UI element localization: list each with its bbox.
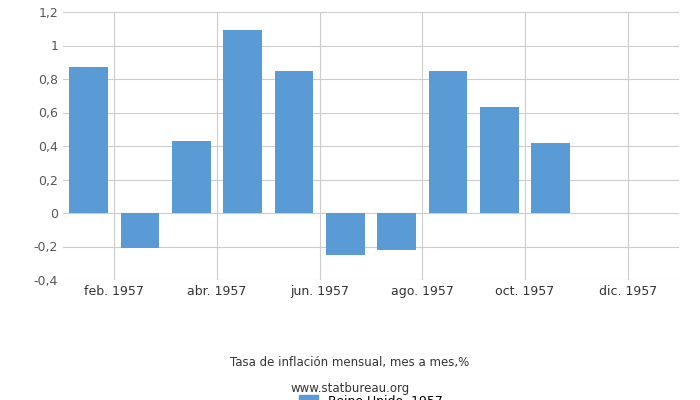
Legend: Reino Unido, 1957: Reino Unido, 1957 xyxy=(294,390,448,400)
Bar xyxy=(480,108,519,213)
Bar xyxy=(223,30,262,213)
Bar xyxy=(326,213,365,255)
Bar xyxy=(428,71,467,213)
Bar xyxy=(120,213,160,248)
Text: Tasa de inflación mensual, mes a mes,%: Tasa de inflación mensual, mes a mes,% xyxy=(230,356,470,369)
Bar xyxy=(69,67,108,213)
Bar xyxy=(172,141,211,213)
Bar xyxy=(377,213,416,250)
Bar xyxy=(274,71,314,213)
Bar xyxy=(531,143,570,213)
Text: www.statbureau.org: www.statbureau.org xyxy=(290,382,410,395)
